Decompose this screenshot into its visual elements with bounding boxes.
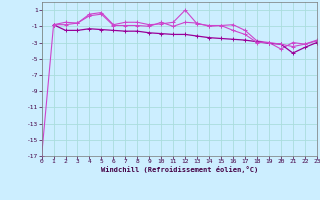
X-axis label: Windchill (Refroidissement éolien,°C): Windchill (Refroidissement éolien,°C) — [100, 166, 258, 173]
